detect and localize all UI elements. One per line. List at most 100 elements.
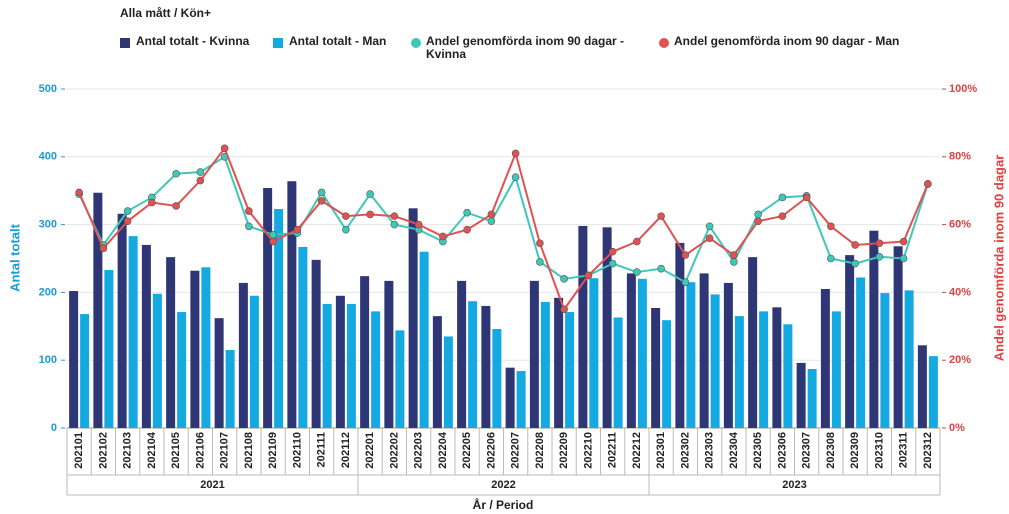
x-tick-label: 202107 xyxy=(219,432,231,469)
x-tick-label: 202212 xyxy=(631,432,643,469)
y2-axis-title: Andel genomförda inom 90 dagar xyxy=(991,155,1006,362)
bar xyxy=(360,276,370,428)
x-tick-label: 202208 xyxy=(534,432,546,469)
point xyxy=(463,208,471,217)
legend-label: Andel genomförda inom 90 dagar - Kvinna xyxy=(426,35,625,61)
point xyxy=(196,168,205,176)
y2-tick-label: 60% xyxy=(949,219,971,231)
group-label: 2021 xyxy=(200,479,224,491)
point xyxy=(99,244,108,253)
x-tick-label: 202206 xyxy=(485,432,497,469)
bar xyxy=(274,209,284,428)
bar xyxy=(225,350,235,428)
y-tick-label: 200 xyxy=(39,286,57,298)
bar xyxy=(662,320,672,428)
legend-swatch xyxy=(411,38,421,48)
point xyxy=(827,254,835,263)
bar xyxy=(529,280,539,428)
y-tick-label: 300 xyxy=(39,219,57,231)
y-tick-label: 100 xyxy=(39,354,57,366)
point xyxy=(245,222,253,231)
x-tick-label: 202301 xyxy=(655,432,667,469)
point xyxy=(366,190,374,198)
point xyxy=(633,268,641,276)
point xyxy=(536,258,544,266)
bar xyxy=(395,330,405,428)
point xyxy=(148,198,156,207)
bar xyxy=(335,295,345,428)
bar xyxy=(384,280,394,428)
x-tick-label: 202203 xyxy=(413,432,425,469)
group-label: 2023 xyxy=(782,479,806,491)
point xyxy=(875,253,884,261)
bar xyxy=(734,316,744,428)
x-tick-label: 202205 xyxy=(461,432,473,469)
bar xyxy=(748,257,758,428)
y2-tick-label: 0% xyxy=(949,422,965,434)
point xyxy=(827,222,835,231)
bar xyxy=(346,303,356,428)
x-tick-label: 202303 xyxy=(704,432,716,469)
bar xyxy=(214,318,224,428)
point xyxy=(778,212,787,220)
x-tick-label: 202201 xyxy=(364,432,376,469)
bar xyxy=(578,225,588,428)
point xyxy=(730,251,738,259)
point xyxy=(220,144,229,153)
point xyxy=(342,225,350,234)
x-tick-label: 202202 xyxy=(388,432,400,469)
bar xyxy=(128,236,138,428)
point xyxy=(390,212,399,220)
x-tick-label: 202210 xyxy=(582,432,594,469)
bar xyxy=(177,312,187,428)
legend-title: Alla mått / Kön+ xyxy=(120,6,211,20)
point xyxy=(778,193,787,202)
bar xyxy=(287,181,297,428)
bar xyxy=(637,278,647,428)
y2-tick-label: 20% xyxy=(949,354,971,366)
x-tick-label: 202304 xyxy=(728,431,740,469)
legend-item: Antal totalt - Man xyxy=(289,35,387,48)
x-tick-label: 202312 xyxy=(922,432,934,469)
bar xyxy=(554,297,564,428)
x-tick-label: 202112 xyxy=(340,432,352,468)
point xyxy=(584,271,593,280)
bar xyxy=(772,307,782,428)
y-tick-label: 500 xyxy=(39,83,57,95)
y2-tick-label: 80% xyxy=(949,151,971,163)
line xyxy=(78,146,929,312)
bar xyxy=(457,280,467,428)
point xyxy=(633,237,641,246)
point xyxy=(293,225,302,234)
point xyxy=(317,197,326,205)
x-tick-label: 202104 xyxy=(146,431,158,469)
bar xyxy=(917,345,927,428)
point xyxy=(463,225,471,234)
bar xyxy=(117,213,127,428)
bar xyxy=(893,246,903,428)
point xyxy=(487,217,496,226)
bar xyxy=(298,246,308,428)
point xyxy=(560,305,568,314)
point xyxy=(536,239,544,248)
point xyxy=(123,217,132,226)
bar xyxy=(759,311,769,428)
point xyxy=(414,220,423,229)
x-tick-label: 202309 xyxy=(849,432,861,469)
point xyxy=(123,207,132,215)
bar xyxy=(371,311,381,428)
x-tick-label: 202108 xyxy=(243,432,255,469)
bar xyxy=(141,244,151,428)
bar xyxy=(869,230,879,428)
bar xyxy=(93,192,103,428)
y-tick-label: 400 xyxy=(39,151,57,163)
bar xyxy=(686,282,696,428)
legend-label: Antal totalt - Man xyxy=(289,35,387,48)
bar xyxy=(602,227,612,428)
x-tick-label: 202209 xyxy=(558,432,570,469)
bar xyxy=(505,367,515,428)
point xyxy=(657,264,665,273)
point xyxy=(705,222,714,231)
x-tick-label: 202204 xyxy=(437,431,449,469)
bar xyxy=(845,255,855,428)
